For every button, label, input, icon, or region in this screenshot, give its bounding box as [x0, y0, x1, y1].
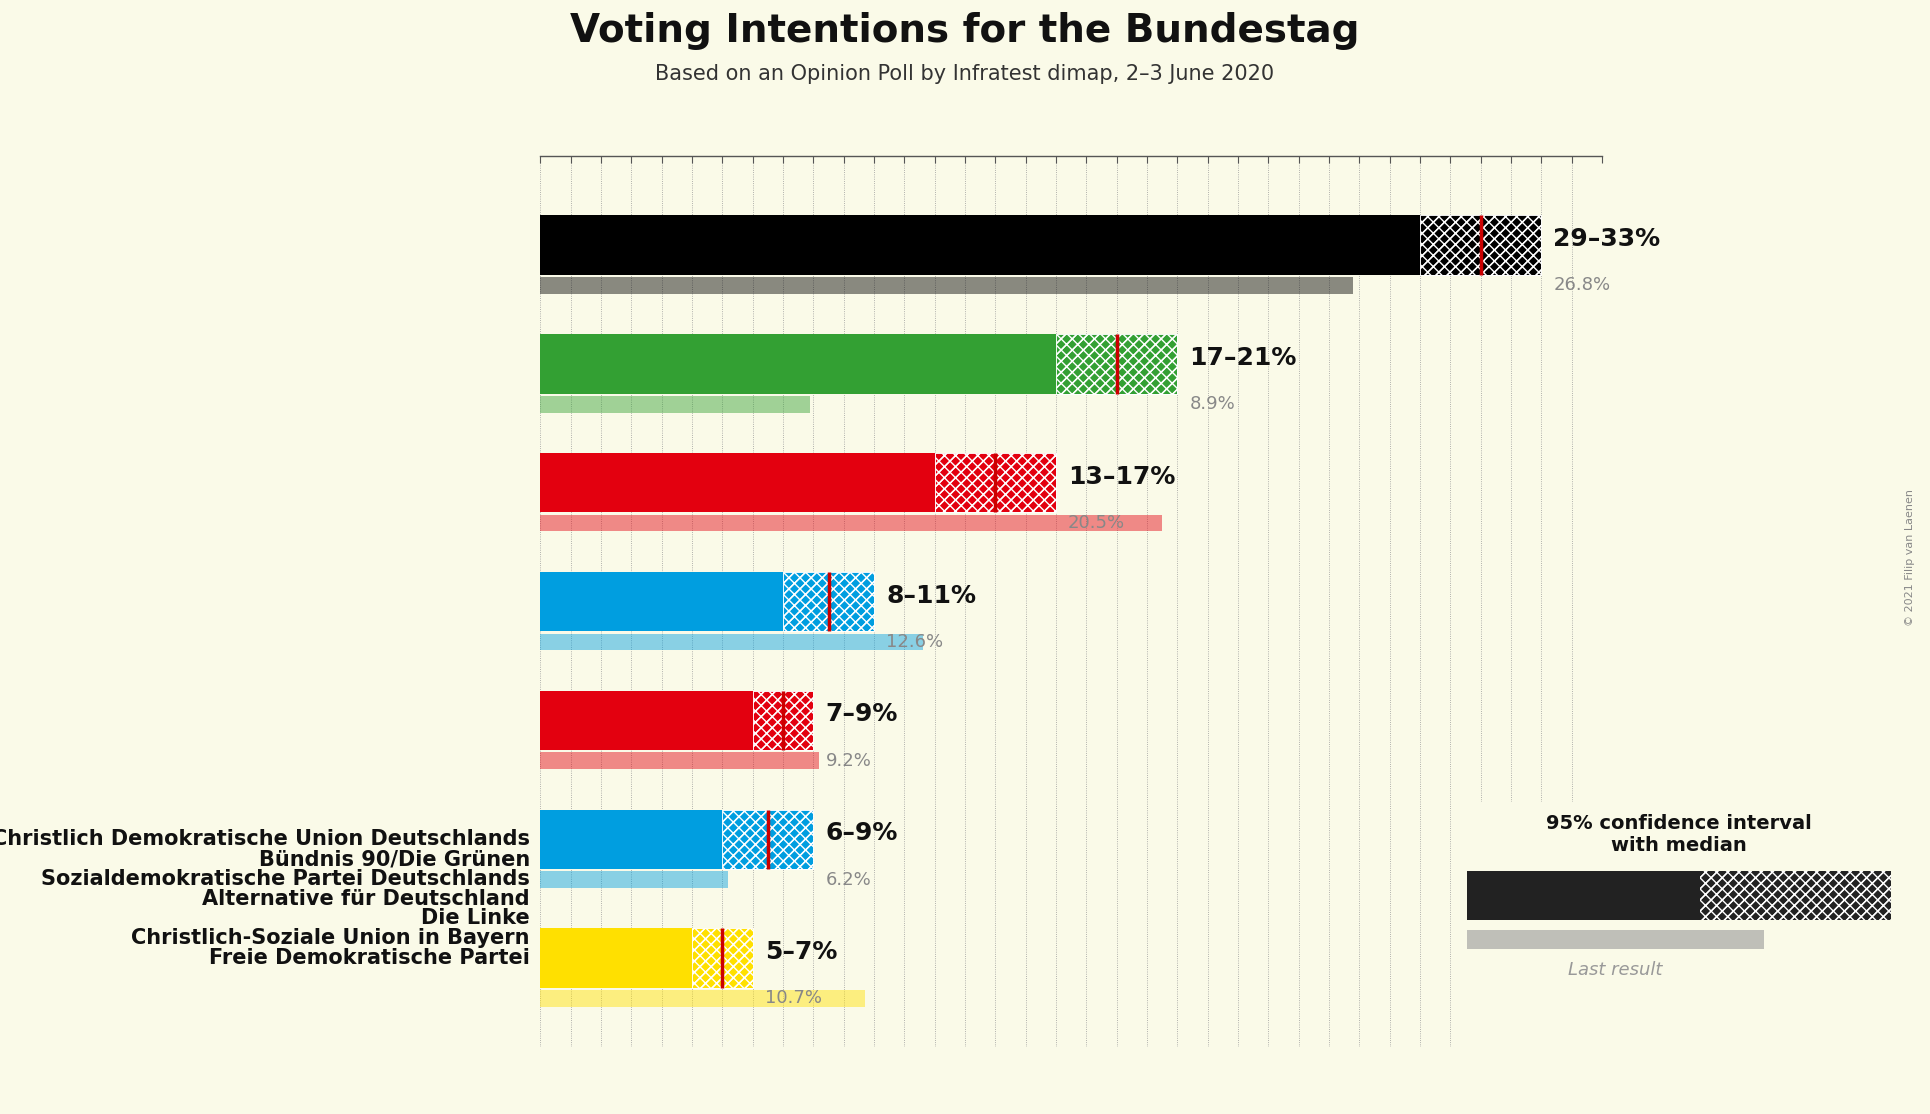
Bar: [722, 810, 813, 869]
Bar: [753, 691, 813, 750]
Text: 5–7%: 5–7%: [764, 940, 838, 964]
Bar: [540, 752, 820, 769]
Text: 7–9%: 7–9%: [826, 703, 897, 726]
Bar: [1420, 215, 1542, 275]
Text: 95% confidence interval
with median: 95% confidence interval with median: [1546, 814, 1812, 856]
Bar: [753, 691, 813, 750]
Bar: [540, 871, 728, 888]
Bar: [540, 395, 811, 412]
Bar: [540, 515, 1162, 531]
Bar: [784, 571, 874, 632]
Bar: [540, 810, 722, 869]
Bar: [1420, 215, 1542, 275]
Bar: [934, 453, 1056, 512]
Bar: [540, 634, 923, 651]
Bar: [540, 334, 1056, 393]
FancyBboxPatch shape: [1467, 871, 1700, 920]
Bar: [722, 810, 813, 869]
Bar: [784, 571, 874, 632]
Bar: [540, 571, 784, 632]
Bar: [934, 453, 1056, 512]
Text: 29–33%: 29–33%: [1554, 227, 1660, 251]
Text: 9.2%: 9.2%: [826, 752, 870, 770]
Bar: [693, 928, 753, 988]
Bar: [693, 928, 753, 988]
Bar: [540, 928, 693, 988]
Bar: [1056, 334, 1177, 393]
Bar: [1056, 334, 1177, 393]
Bar: [693, 928, 753, 988]
Text: Bündnis 90/Die Grünen: Bündnis 90/Die Grünen: [259, 849, 529, 869]
Bar: [722, 810, 813, 869]
Bar: [1420, 215, 1542, 275]
Text: © 2021 Filip van Laenen: © 2021 Filip van Laenen: [1905, 489, 1915, 625]
Text: 12.6%: 12.6%: [886, 633, 944, 651]
Text: Last result: Last result: [1569, 961, 1662, 979]
Text: 20.5%: 20.5%: [1067, 515, 1125, 532]
Text: Freie Demokratische Partei: Freie Demokratische Partei: [208, 948, 529, 968]
Bar: [540, 990, 865, 1007]
Text: 26.8%: 26.8%: [1554, 276, 1610, 294]
Text: 8.9%: 8.9%: [1189, 395, 1235, 413]
Text: 8–11%: 8–11%: [886, 584, 977, 607]
Text: 6.2%: 6.2%: [826, 871, 870, 889]
Bar: [540, 691, 753, 750]
Text: Voting Intentions for the Bundestag: Voting Intentions for the Bundestag: [569, 12, 1361, 50]
Bar: [540, 215, 1420, 275]
Text: Christlich Demokratische Union Deutschlands: Christlich Demokratische Union Deutschla…: [0, 829, 529, 849]
Text: Based on an Opinion Poll by Infratest dimap, 2–3 June 2020: Based on an Opinion Poll by Infratest di…: [656, 63, 1274, 84]
FancyBboxPatch shape: [1700, 871, 1891, 920]
Bar: [753, 691, 813, 750]
Text: 6–9%: 6–9%: [826, 821, 897, 846]
Text: 10.7%: 10.7%: [764, 989, 822, 1007]
Text: Sozialdemokratische Partei Deutschlands: Sozialdemokratische Partei Deutschlands: [41, 869, 529, 889]
Text: Christlich-Soziale Union in Bayern: Christlich-Soziale Union in Bayern: [131, 928, 529, 948]
Bar: [540, 453, 934, 512]
Bar: [784, 571, 874, 632]
Text: Die Linke: Die Linke: [421, 908, 529, 928]
Text: 17–21%: 17–21%: [1189, 346, 1297, 370]
Bar: [1056, 334, 1177, 393]
FancyBboxPatch shape: [1467, 929, 1764, 949]
Text: Alternative für Deutschland: Alternative für Deutschland: [203, 889, 529, 909]
Text: 13–17%: 13–17%: [1067, 465, 1175, 489]
Bar: [934, 453, 1056, 512]
Bar: [540, 277, 1353, 294]
